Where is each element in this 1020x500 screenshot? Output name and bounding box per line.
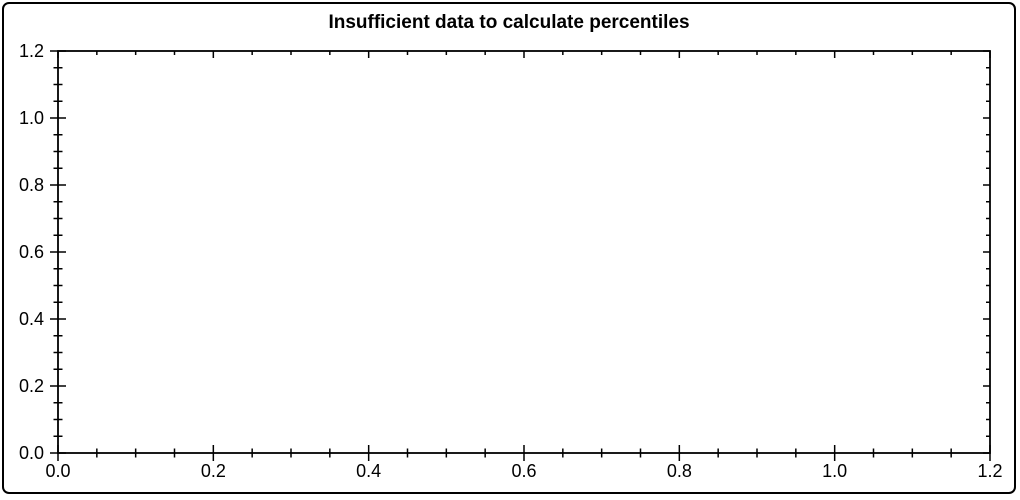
x-axis-ticks	[57, 445, 991, 461]
x-tick-label: 0.0	[45, 461, 70, 481]
y-tick-label: 0.2	[19, 376, 44, 396]
x-tick-label: 1.2	[977, 461, 1002, 481]
y-tick-label: 1.2	[19, 41, 44, 61]
y-axis-ticks	[50, 50, 66, 454]
x-tick-label: 0.4	[356, 461, 381, 481]
y-tick-label: 0.8	[19, 175, 44, 195]
x-tick-label: 0.6	[511, 461, 536, 481]
plot-border	[57, 50, 991, 454]
top-axis-ticks	[57, 51, 991, 58]
x-axis-labels: 0.0 0.2 0.4 0.6 0.8 1.0 1.2	[45, 461, 1002, 481]
x-tick-label: 0.8	[667, 461, 692, 481]
x-tick-label: 0.2	[201, 461, 226, 481]
x-tick-label: 1.0	[822, 461, 847, 481]
y-axis-labels: 0.0 0.2 0.4 0.6 0.8 1.0 1.2	[19, 41, 44, 463]
y-tick-label: 0.6	[19, 242, 44, 262]
chart-title: Insufficient data to calculate percentil…	[328, 12, 689, 33]
y-tick-label: 0.0	[19, 443, 44, 463]
y-tick-label: 1.0	[19, 108, 44, 128]
y-tick-label: 0.4	[19, 309, 44, 329]
right-axis-ticks	[983, 50, 990, 454]
